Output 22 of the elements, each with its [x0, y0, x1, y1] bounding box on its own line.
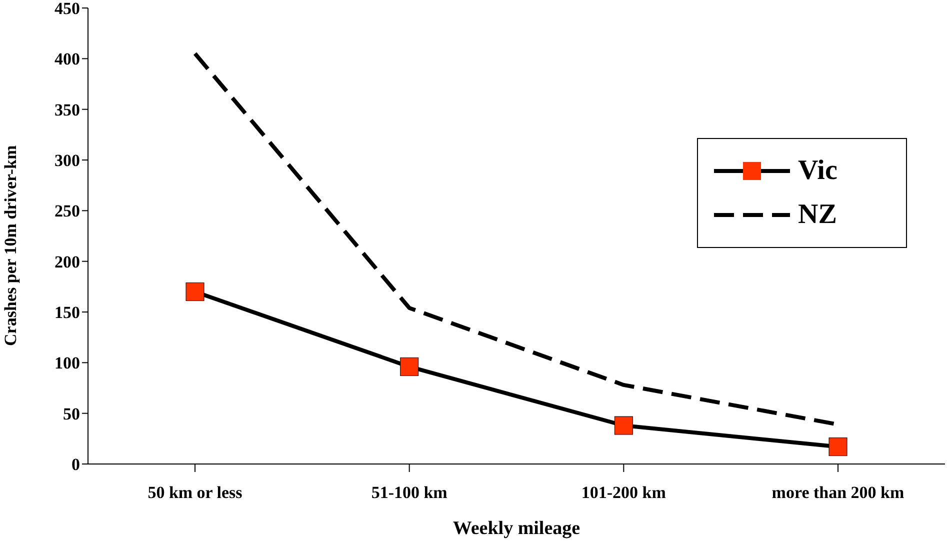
legend-label: Vic [798, 155, 838, 187]
y-tick-label: 300 [54, 151, 80, 170]
y-tick-label: 350 [54, 100, 80, 120]
y-axis-title: Crashes per 10m driver-km [1, 145, 20, 346]
y-tick-label: 200 [54, 252, 80, 272]
y-tick-label: 0 [72, 455, 80, 474]
y-tick-label: 100 [54, 354, 80, 373]
y-tick-label: 400 [54, 50, 80, 69]
y-tick-label: 150 [54, 303, 80, 322]
x-tick-label: 101-200 km [581, 483, 666, 502]
point [614, 416, 633, 435]
point [400, 357, 419, 376]
x-tick-label: 51-100 km [371, 483, 448, 502]
legend-label: NZ [798, 199, 837, 231]
x-axis-title: Weekly mileage [452, 518, 580, 539]
y-tick-label: 50 [63, 404, 80, 424]
point [828, 438, 848, 456]
x-tick-label: more than 200 km [772, 483, 904, 502]
x-tick-label: 50 km or less [148, 483, 243, 502]
y-tick-label: 250 [54, 202, 80, 221]
point [186, 282, 204, 301]
y-tick-label: 450 [54, 0, 80, 18]
